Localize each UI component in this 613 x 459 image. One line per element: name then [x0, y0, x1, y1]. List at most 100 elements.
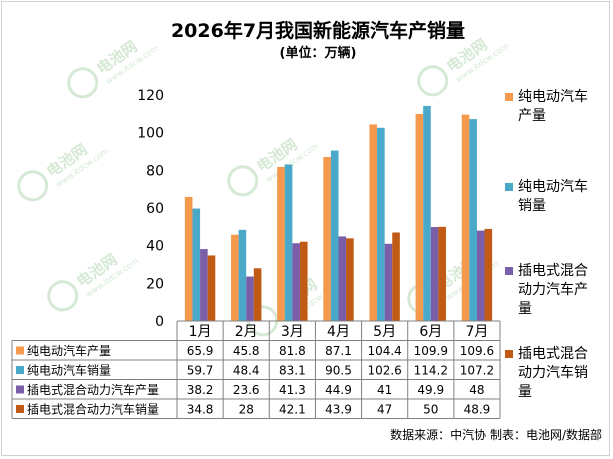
data-label: 107.2	[460, 364, 494, 378]
data-label: 47	[377, 403, 392, 417]
data-label: 65.9	[187, 344, 214, 358]
bar	[369, 124, 378, 321]
bar	[292, 243, 300, 321]
data-label: 44.9	[325, 383, 352, 397]
bar	[384, 243, 393, 321]
data-label: 48	[469, 383, 484, 397]
table-legend-key	[16, 346, 24, 355]
watermark-logo-icon	[17, 170, 49, 202]
legend-label: 产量	[518, 108, 546, 124]
legend-label: 销量	[518, 198, 546, 214]
legend-key	[505, 183, 513, 191]
legend-label: 动力汽车销	[518, 364, 588, 381]
watermark-logo-icon	[67, 67, 99, 99]
bar	[430, 227, 439, 321]
table-legend-key	[16, 366, 24, 374]
bar	[377, 127, 385, 322]
data-label: 102.6	[367, 364, 401, 378]
data-label: 34.8	[187, 403, 214, 417]
x-tick-label: 6月	[419, 324, 442, 340]
legend-label: 纯电动汽车	[518, 178, 588, 195]
legend-key	[505, 93, 513, 101]
x-tick-label: 4月	[327, 324, 350, 340]
bar	[346, 238, 354, 321]
data-label: 50	[423, 403, 438, 417]
bar	[253, 268, 262, 321]
data-label: 83.1	[279, 364, 306, 378]
bar	[184, 196, 193, 321]
data-label: 42.1	[279, 403, 306, 417]
bar	[200, 249, 208, 321]
bar	[330, 150, 339, 321]
bar	[461, 114, 470, 321]
bar	[192, 208, 201, 321]
bar	[323, 156, 331, 321]
y-tick-label: 0	[155, 314, 164, 330]
y-tick-label: 100	[137, 126, 164, 142]
bar	[277, 166, 285, 321]
x-tick-label: 5月	[373, 324, 396, 340]
data-label: 48.9	[464, 403, 491, 417]
bar	[423, 105, 431, 321]
bar	[246, 276, 254, 321]
data-label: 109.6	[460, 344, 494, 358]
x-tick-label: 1月	[189, 324, 212, 340]
data-label: 90.5	[325, 364, 352, 378]
x-tick-label: 7月	[465, 324, 488, 340]
data-label: 114.2	[414, 364, 448, 378]
data-label: 38.2	[187, 383, 214, 397]
legend-label: 量	[518, 384, 532, 400]
bar	[476, 230, 485, 321]
data-label: 45.8	[233, 344, 260, 358]
watermark-logo-icon	[227, 165, 259, 197]
bar	[469, 119, 477, 322]
data-label: 23.6	[233, 383, 260, 397]
bar	[438, 226, 446, 321]
legend-label: 纯电动汽车	[518, 88, 588, 105]
data-label: 59.7	[187, 364, 214, 378]
data-label: 48.4	[233, 364, 260, 378]
data-label: 41.3	[279, 383, 306, 397]
data-label: 87.1	[325, 344, 352, 358]
watermark-logo-icon	[47, 280, 79, 312]
table-row-label: 插电式混合动力汽车销量	[27, 402, 159, 417]
bar	[392, 232, 400, 321]
table-row-label: 纯电动汽车销量	[27, 363, 111, 378]
bar	[415, 114, 424, 321]
y-tick-label: 80	[146, 163, 164, 179]
bar	[207, 255, 216, 321]
bar	[338, 236, 347, 321]
y-tick-label: 60	[146, 201, 164, 217]
data-label: 109.9	[414, 344, 448, 358]
legend-label: 量	[518, 301, 532, 317]
x-tick-label: 2月	[235, 324, 258, 340]
bar	[484, 228, 493, 321]
bar	[231, 234, 239, 321]
data-label: 81.8	[279, 344, 306, 358]
y-tick-label: 40	[146, 239, 164, 255]
legend-label: 插电式混合	[518, 263, 588, 279]
data-label: 104.4	[367, 344, 401, 358]
y-tick-label: 120	[137, 88, 164, 104]
bar	[238, 229, 247, 321]
table-legend-key	[16, 385, 24, 394]
table-row-label: 纯电动汽车产量	[27, 343, 111, 358]
table-row-label: 插电式混合动力汽车产量	[27, 382, 159, 397]
data-label: 28	[239, 403, 254, 417]
legend-label: 插电式混合	[518, 346, 588, 362]
data-label: 49.9	[417, 383, 444, 397]
legend-label: 动力汽车产	[518, 281, 588, 298]
chart-subtitle: (单位：万辆)	[280, 45, 357, 61]
y-axis: 0 20 40 60 80 100 120	[137, 88, 164, 330]
chart-title: 2026年7月我国新能源汽车产销量	[171, 19, 465, 42]
x-tick-label: 3月	[281, 324, 304, 340]
legend-key	[505, 350, 513, 358]
data-label: 43.9	[325, 403, 352, 417]
